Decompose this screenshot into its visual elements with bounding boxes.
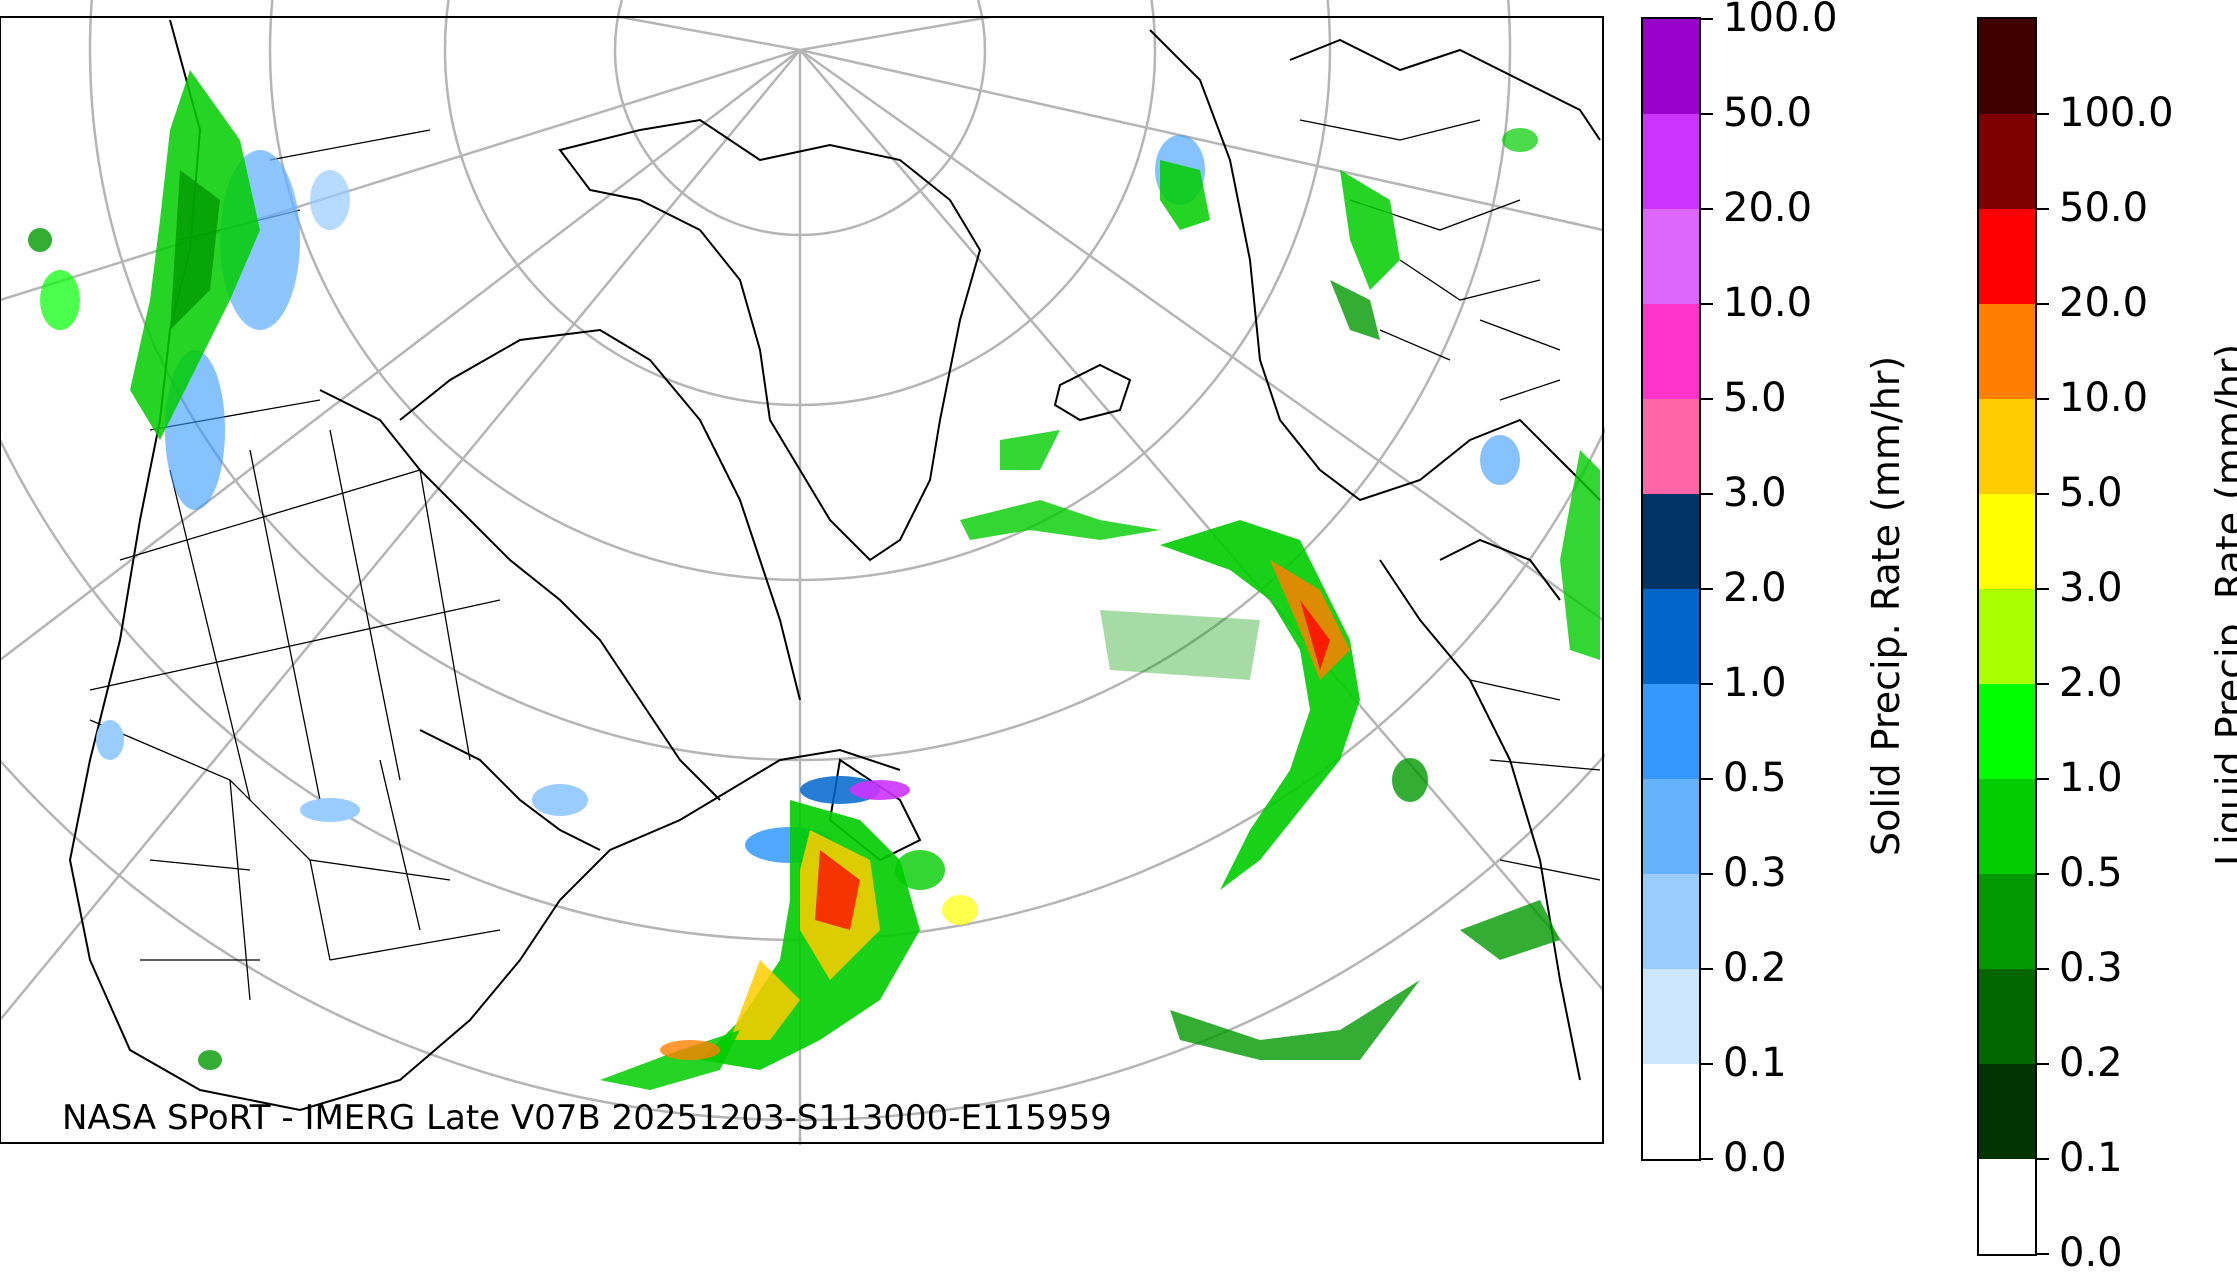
liquid_colorbar-segment (1979, 209, 2035, 304)
solid_colorbar-tick-label: 0.3 (1723, 850, 1787, 896)
solid_colorbar-tick-label: 0.1 (1723, 1040, 1787, 1086)
solid_colorbar-tick-label: 10.0 (1723, 280, 1813, 326)
solid_colorbar-tick-mark (1701, 968, 1713, 970)
solid_colorbar-tick-mark (1701, 493, 1713, 495)
liquid_colorbar-segment (1979, 114, 2035, 209)
liquid_colorbar-segment (1979, 779, 2035, 874)
solid_colorbar-tick-label: 5.0 (1723, 375, 1787, 421)
solid_colorbar-segment (1643, 684, 1699, 779)
solid_colorbar-segment (1643, 874, 1699, 969)
solid_colorbar-segment (1643, 589, 1699, 684)
solid_colorbar-segment (1643, 209, 1699, 304)
liquid_colorbar-tick-label: 0.0 (2059, 1230, 2123, 1276)
solid_colorbar-tick-mark (1701, 113, 1713, 115)
solid_colorbar-segment (1643, 494, 1699, 589)
liquid_colorbar-tick-mark (2037, 208, 2049, 210)
solid_colorbar-tick-mark (1701, 398, 1713, 400)
liquid_colorbar-tick-label: 1.0 (2059, 755, 2123, 801)
liquid_colorbar-tick-label: 50.0 (2059, 185, 2149, 231)
liquid_colorbar-tick-mark (2037, 398, 2049, 400)
solid-colorbar-label: Solid Precip. Rate (mm/hr) (1864, 355, 1908, 856)
liquid_colorbar-tick-label: 20.0 (2059, 280, 2149, 326)
liquid_colorbar-segment (1979, 304, 2035, 399)
solid-colorbar (1641, 17, 1701, 1161)
liquid_colorbar-tick-mark (2037, 968, 2049, 970)
solid_colorbar-tick-label: 2.0 (1723, 565, 1787, 611)
liquid_colorbar-tick-mark (2037, 1158, 2049, 1160)
liquid-colorbar-label: Liquid Precip. Rate (mm/hr) (2208, 343, 2237, 866)
liquid_colorbar-segment (1979, 1064, 2035, 1159)
liquid_colorbar-tick-label: 2.0 (2059, 660, 2123, 706)
liquid_colorbar-tick-mark (2037, 873, 2049, 875)
solid_colorbar-tick-label: 3.0 (1723, 470, 1787, 516)
solid_colorbar-tick-label: 1.0 (1723, 660, 1787, 706)
solid_colorbar-tick-label: 0.0 (1723, 1135, 1787, 1181)
solid_colorbar-tick-label: 50.0 (1723, 90, 1813, 136)
solid_colorbar-segment (1643, 399, 1699, 494)
solid_colorbar-tick-mark (1701, 873, 1713, 875)
liquid_colorbar-tick-label: 0.5 (2059, 850, 2123, 896)
solid_colorbar-tick-label: 0.5 (1723, 755, 1787, 801)
liquid_colorbar-tick-mark (2037, 303, 2049, 305)
liquid_colorbar-tick-label: 100.0 (2059, 90, 2174, 136)
solid_colorbar-tick-mark (1701, 778, 1713, 780)
liquid-precip (28, 70, 1600, 1090)
liquid_colorbar-segment (1979, 589, 2035, 684)
solid_colorbar-segment (1643, 779, 1699, 874)
liquid_colorbar-tick-label: 0.3 (2059, 945, 2123, 991)
liquid_colorbar-tick-mark (2037, 778, 2049, 780)
liquid_colorbar-segment (1979, 399, 2035, 494)
solid_colorbar-tick-label: 100.0 (1723, 0, 1838, 41)
liquid-colorbar (1977, 17, 2037, 1256)
liquid_colorbar-tick-label: 0.2 (2059, 1040, 2123, 1086)
liquid_colorbar-tick-mark (2037, 683, 2049, 685)
solid_colorbar-tick-mark (1701, 588, 1713, 590)
liquid_colorbar-segment (1979, 684, 2035, 779)
graticule (0, 0, 1605, 1145)
liquid_colorbar-tick-label: 0.1 (2059, 1135, 2123, 1181)
solid_colorbar-tick-mark (1701, 208, 1713, 210)
solid_colorbar-tick-label: 20.0 (1723, 185, 1813, 231)
solid_colorbar-tick-mark (1701, 683, 1713, 685)
precip-map (0, 0, 1605, 1145)
solid_colorbar-tick-mark (1701, 1158, 1713, 1160)
solid_colorbar-tick-label: 0.2 (1723, 945, 1787, 991)
liquid_colorbar-segment (1979, 19, 2035, 114)
solid_colorbar-segment (1643, 969, 1699, 1064)
liquid_colorbar-tick-label: 3.0 (2059, 565, 2123, 611)
liquid_colorbar-tick-mark (2037, 1063, 2049, 1065)
liquid_colorbar-tick-mark (2037, 588, 2049, 590)
liquid_colorbar-tick-label: 5.0 (2059, 470, 2123, 516)
liquid_colorbar-tick-mark (2037, 113, 2049, 115)
liquid_colorbar-tick-label: 10.0 (2059, 375, 2149, 421)
liquid_colorbar-tick-mark (2037, 1253, 2049, 1255)
solid_colorbar-tick-mark (1701, 18, 1713, 20)
liquid_colorbar-segment (1979, 1159, 2035, 1254)
solid_colorbar-tick-mark (1701, 1063, 1713, 1065)
coastlines (68, 19, 1601, 1111)
solid_colorbar-segment (1643, 19, 1699, 114)
liquid_colorbar-segment (1979, 494, 2035, 589)
data-credit: NASA SPoRT - IMERG Late V07B 20251203-S1… (62, 1098, 1112, 1138)
liquid_colorbar-tick-mark (2037, 493, 2049, 495)
solid_colorbar-segment (1643, 1064, 1699, 1159)
solid_colorbar-tick-mark (1701, 303, 1713, 305)
solid_colorbar-segment (1643, 114, 1699, 209)
solid_colorbar-segment (1643, 304, 1699, 399)
liquid_colorbar-segment (1979, 874, 2035, 969)
liquid_colorbar-segment (1979, 969, 2035, 1064)
